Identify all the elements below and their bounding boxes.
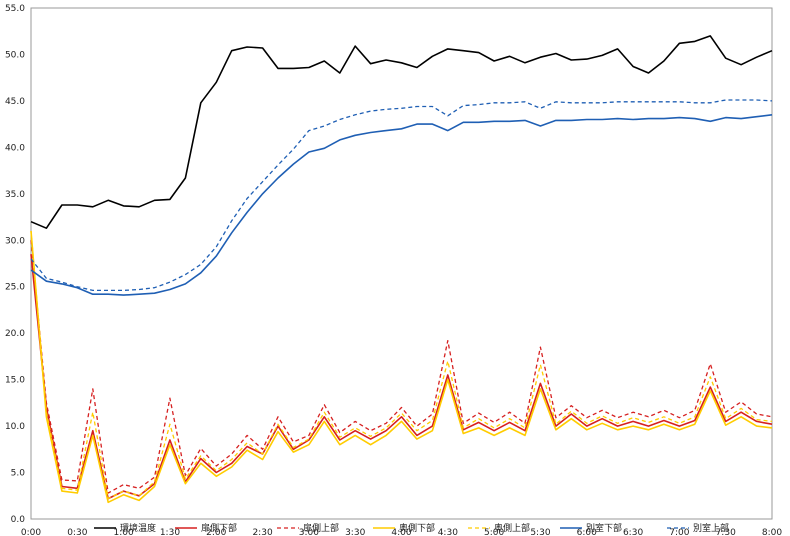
legend-label: 扉側上部 bbox=[303, 522, 339, 534]
x-tick-label: 1:30 bbox=[160, 528, 180, 536]
x-tick-label: 3:00 bbox=[299, 528, 319, 536]
plot-border bbox=[30, 7, 773, 520]
y-tick-label: 10.0 bbox=[5, 422, 25, 432]
legend: 環境温度 扉側下部 扉側上部 奥側下部 奥側上部 別室下部 別室上部 bbox=[94, 522, 729, 534]
x-tick-label: 4:00 bbox=[391, 528, 411, 536]
legend-label: 奥側上部 bbox=[494, 522, 530, 534]
y-tick-label: 15.0 bbox=[5, 376, 25, 386]
x-tick-label: 2:00 bbox=[206, 528, 226, 536]
y-tick-label: 40.0 bbox=[5, 143, 25, 153]
x-tick-label: 2:30 bbox=[252, 528, 272, 536]
x-tick-label: 5:30 bbox=[530, 528, 550, 536]
series-line-4 bbox=[30, 230, 773, 500]
legend-label: 環境温度 bbox=[120, 522, 156, 534]
legend-label: 別室下部 bbox=[586, 522, 622, 534]
series-line-6 bbox=[30, 99, 773, 292]
series-line-2 bbox=[30, 240, 773, 494]
x-tick-label: 7:00 bbox=[669, 528, 689, 536]
y-tick-label: 20.0 bbox=[5, 329, 25, 339]
x-tick-label: 6:00 bbox=[577, 528, 597, 536]
x-tick-label: 0:00 bbox=[21, 528, 41, 536]
legend-label: 奥側下部 bbox=[399, 522, 435, 534]
y-tick-label: 35.0 bbox=[5, 190, 25, 200]
y-axis-ticks: 0.0 5.0 10.0 15.0 20.0 25.0 30.0 35.0 40.0 45.0 50… bbox=[5, 4, 25, 525]
legend-label: 別室上部 bbox=[693, 522, 729, 534]
x-tick-label: 5:00 bbox=[484, 528, 504, 536]
series-line-5 bbox=[30, 114, 773, 296]
series-line-1 bbox=[30, 254, 773, 500]
x-tick-label: 6:30 bbox=[623, 528, 643, 536]
series-lines bbox=[30, 35, 773, 504]
y-tick-label: 30.0 bbox=[5, 236, 25, 246]
x-axis-ticks: 0:00 0:30 1:00 1:30 2:00 2:30 3:00 3:30 4:00 4:30… bbox=[21, 528, 782, 536]
y-tick-label: 50.0 bbox=[5, 50, 25, 60]
x-tick-label: 1:00 bbox=[114, 528, 134, 536]
legend-label: 扉側下部 bbox=[201, 522, 237, 534]
y-tick-label: 0.0 bbox=[11, 515, 26, 525]
x-tick-label: 7:30 bbox=[716, 528, 736, 536]
y-tick-label: 45.0 bbox=[5, 97, 25, 107]
series-line-0 bbox=[30, 35, 773, 229]
y-tick-label: 5.0 bbox=[11, 469, 26, 479]
x-tick-label: 0:30 bbox=[67, 528, 87, 536]
y-tick-label: 55.0 bbox=[5, 4, 25, 14]
plot-frame bbox=[30, 7, 773, 520]
x-tick-label: 4:30 bbox=[438, 528, 458, 536]
series-line-3 bbox=[30, 230, 773, 504]
x-tick-label: 8:00 bbox=[762, 528, 782, 536]
x-tick-label: 3:30 bbox=[345, 528, 365, 536]
y-tick-label: 25.0 bbox=[5, 283, 25, 293]
